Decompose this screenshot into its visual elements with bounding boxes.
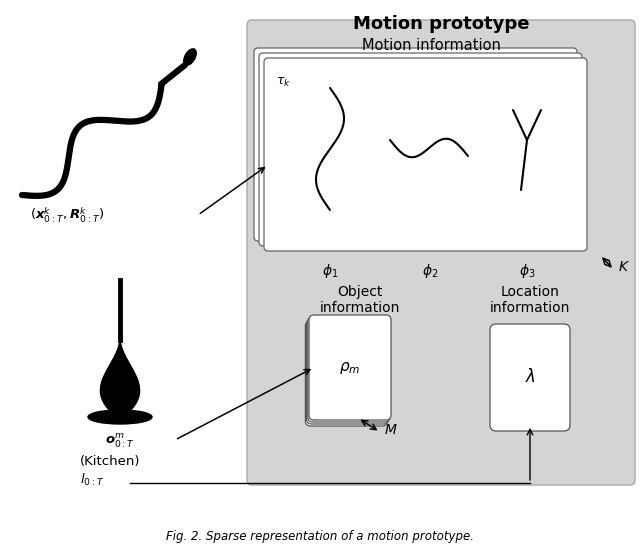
Ellipse shape — [88, 410, 152, 424]
Text: Motion prototype: Motion prototype — [353, 15, 529, 33]
FancyBboxPatch shape — [307, 319, 388, 424]
FancyBboxPatch shape — [259, 53, 582, 246]
FancyBboxPatch shape — [305, 321, 387, 426]
FancyBboxPatch shape — [254, 48, 577, 241]
Ellipse shape — [184, 49, 196, 65]
Text: $\lambda$: $\lambda$ — [525, 368, 536, 386]
FancyBboxPatch shape — [264, 58, 587, 251]
Text: Location
information: Location information — [490, 285, 570, 315]
Text: $\rho_m$: $\rho_m$ — [339, 360, 361, 376]
Text: $\phi_2$: $\phi_2$ — [422, 262, 438, 280]
Text: $M$: $M$ — [384, 423, 397, 437]
Text: (Kitchen): (Kitchen) — [80, 455, 141, 468]
Text: $\phi_1$: $\phi_1$ — [322, 262, 338, 280]
FancyBboxPatch shape — [247, 20, 635, 485]
FancyBboxPatch shape — [309, 315, 391, 420]
Text: $\tau_k$: $\tau_k$ — [276, 76, 291, 89]
Text: $l_{0:T}$: $l_{0:T}$ — [80, 472, 104, 488]
Text: Motion information: Motion information — [362, 38, 500, 53]
Text: Object
information: Object information — [320, 285, 400, 315]
FancyBboxPatch shape — [308, 317, 390, 422]
Text: Fig. 2. Sparse representation of a motion prototype.: Fig. 2. Sparse representation of a motio… — [166, 530, 474, 543]
Text: $(\boldsymbol{x}^k_{0:T}, \boldsymbol{R}^k_{0:T})$: $(\boldsymbol{x}^k_{0:T}, \boldsymbol{R}… — [30, 205, 104, 225]
Text: $\boldsymbol{o}^m_{0:T}$: $\boldsymbol{o}^m_{0:T}$ — [105, 433, 135, 451]
Polygon shape — [100, 340, 140, 420]
Text: $K$: $K$ — [618, 260, 630, 274]
FancyBboxPatch shape — [490, 324, 570, 431]
Text: $\phi_3$: $\phi_3$ — [519, 262, 535, 280]
